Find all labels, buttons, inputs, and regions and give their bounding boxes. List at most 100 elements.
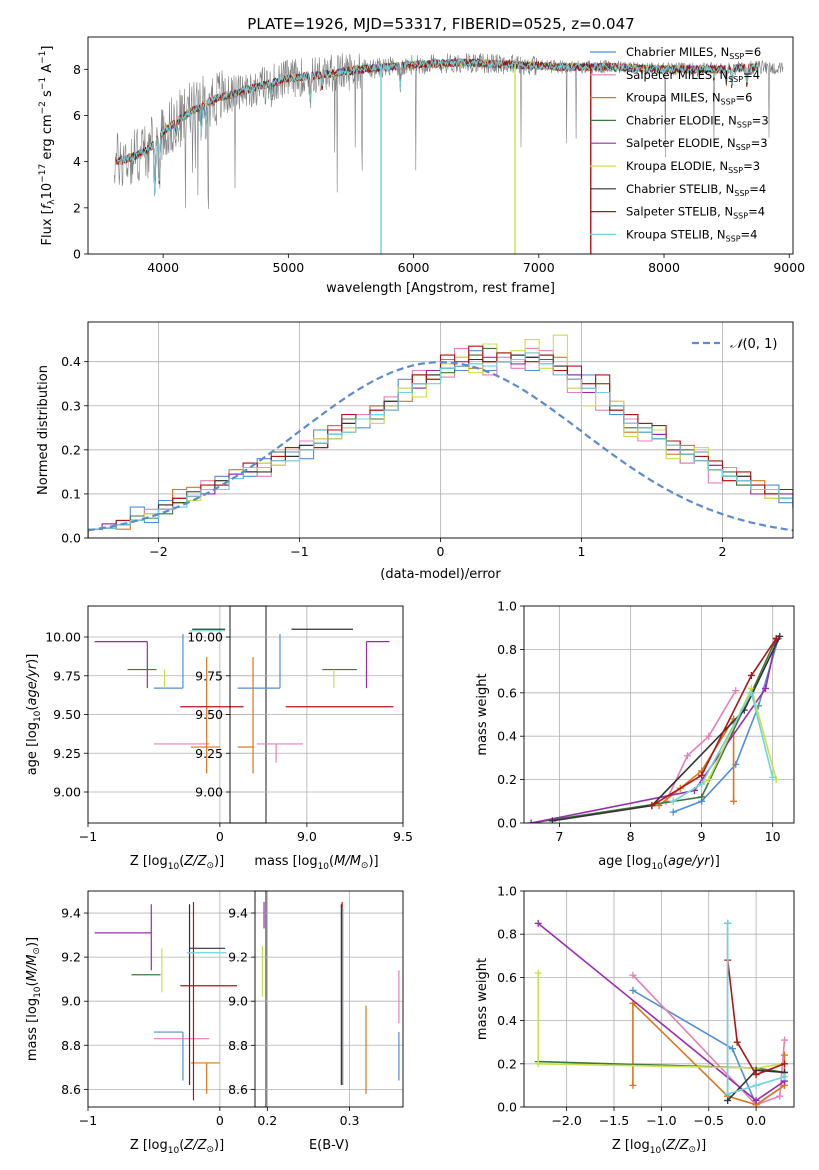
marker-kroupa_stelib — [747, 689, 755, 697]
x-tick-label: 9.0 — [297, 829, 317, 844]
y-tick-label: 8.6 — [61, 1082, 81, 1097]
y-axis-label: mass [log10(M/M⊙)] — [25, 937, 43, 1061]
weight_vs_Z-plot-area — [534, 919, 789, 1107]
x-tick-label: 8000 — [648, 260, 680, 275]
y-tick-label: 0.1 — [61, 486, 81, 501]
y-tick-label: 9.0 — [228, 994, 248, 1009]
y-axis-label: Normed distribution — [36, 365, 51, 495]
marker-kroupa_stelib — [769, 773, 777, 781]
x-tick-label: 7000 — [523, 260, 555, 275]
x-tick-label: 5000 — [272, 260, 304, 275]
residuals-legend: 𝒩(0, 1) — [692, 337, 777, 352]
y-tick-label: 1.0 — [497, 599, 517, 614]
y-tick-label: 1.0 — [497, 884, 517, 899]
marker-salpeter_stelib — [747, 671, 755, 679]
x-tick-label: 9.5 — [393, 829, 413, 844]
y-tick-label: 0.2 — [497, 772, 517, 787]
series-line-chabrier_elodie — [530, 638, 777, 823]
marker-salpeter_stelib — [781, 1060, 789, 1068]
histogram-kroupa_stelib — [88, 352, 793, 538]
x-tick-label: 0.2 — [257, 1113, 277, 1128]
y-tick-label: 0.3 — [61, 398, 81, 413]
x-tick-label: 9000 — [773, 260, 805, 275]
marker-salpeter_miles — [683, 752, 691, 760]
y-tick-label: 8 — [73, 62, 81, 77]
spectrum-axes: 4000 5000 6000 7000 8000 9000 0 2 4 6 8 — [73, 62, 805, 275]
y-tick-label: 9.25 — [195, 746, 223, 761]
marker-kroupa_elodie — [772, 776, 780, 784]
series-line-kroupa_elodie — [537, 973, 785, 1069]
y-tick-label: 9.00 — [53, 785, 81, 800]
y-tick-label: 0.8 — [497, 927, 517, 942]
x-tick-label: 2 — [719, 544, 727, 559]
y-tick-label: 9.50 — [195, 707, 223, 722]
marker-chabrier_miles — [629, 986, 637, 994]
y-tick-label: 2 — [73, 200, 81, 215]
marker-chabrier_elodie — [698, 793, 706, 801]
y-tick-label: 9.50 — [53, 707, 81, 722]
figure-title: PLATE=1926, MJD=53317, FIBERID=0525, z=0… — [247, 15, 634, 33]
y-tick-label: 0.6 — [497, 685, 517, 700]
y-tick-label: 0.4 — [61, 354, 81, 369]
y-tick-label: 0.8 — [497, 642, 517, 657]
y-tick-label: 0 — [73, 247, 81, 262]
y-tick-label: 0.0 — [497, 816, 517, 831]
marker-kroupa_miles — [730, 797, 738, 805]
mass_vs_Z-frame — [87, 890, 267, 1108]
marker-salpeter_miles — [629, 971, 637, 979]
marker-kroupa_stelib — [669, 797, 677, 805]
y-tick-label: 0.4 — [497, 729, 517, 744]
marker-salpeter_stelib — [772, 635, 780, 643]
marker-kroupa_elodie — [705, 776, 713, 784]
series-line-kroupa_stelib — [672, 690, 774, 802]
y-tick-label: 10.00 — [45, 630, 81, 645]
weight_vs_age-frame — [523, 605, 795, 824]
legend-label-salpeter_miles: Salpeter MILES, NSSP=4 — [626, 68, 760, 84]
x-tick-label: −0.5 — [694, 1113, 724, 1128]
marker-salpeter_miles — [732, 687, 740, 695]
age_vs_mass-frame — [229, 605, 404, 824]
legend-label-chabrier_stelib: Chabrier STELIB, NSSP=4 — [626, 182, 766, 198]
series-line-salpeter_elodie — [530, 638, 777, 823]
y-tick-label: 9.0 — [61, 994, 81, 1009]
y-tick-label: 9.75 — [195, 668, 223, 683]
x-axis-label: (data-model)/error — [380, 567, 501, 582]
y-tick-label: 0.2 — [497, 1056, 517, 1071]
y-tick-label: 9.2 — [61, 950, 81, 965]
y-tick-label: 9.00 — [195, 785, 223, 800]
x-tick-label: 4000 — [147, 260, 179, 275]
marker-salpeter_stelib — [733, 1038, 741, 1046]
x-axis-label: age [log10(age/yr)] — [598, 854, 720, 872]
marker-kroupa_stelib — [781, 1073, 789, 1081]
x-axis-label: mass [log10(M/M⊙)] — [254, 854, 378, 872]
marker-kroupa_miles — [629, 1081, 637, 1089]
marker-salpeter_elodie — [534, 919, 542, 927]
marker-salpeter_elodie — [527, 819, 535, 823]
marker-salpeter_miles — [781, 1036, 789, 1044]
y-tick-label: 0.0 — [497, 1100, 517, 1115]
marker-salpeter_miles — [776, 1092, 784, 1100]
y-tick-label: 9.25 — [53, 746, 81, 761]
x-tick-label: 8 — [627, 829, 635, 844]
series-line-chabrier_stelib — [552, 636, 781, 822]
legend-label-kroupa_miles: Kroupa MILES, NSSP=6 — [626, 91, 752, 107]
x-tick-label: −2 — [149, 544, 167, 559]
y-tick-label: 0.0 — [61, 531, 81, 546]
x-tick-label: −1.5 — [599, 1113, 629, 1128]
marker-salpeter_stelib — [648, 802, 656, 810]
legend-label-kroupa_elodie: Kroupa ELODIE, NSSP=3 — [626, 159, 760, 175]
legend-label-chabrier_elodie: Chabrier ELODIE, NSSP=3 — [626, 113, 769, 129]
marker-kroupa_elodie — [534, 969, 542, 977]
x-tick-label: 10 — [765, 829, 781, 844]
marker-salpeter_miles — [705, 732, 713, 740]
weight_vs_age-plot-area — [527, 632, 784, 823]
marker-chabrier_stelib — [548, 817, 556, 823]
y-tick-label: 6 — [73, 108, 81, 123]
y-tick-label: 0.4 — [497, 1013, 517, 1028]
marker-kroupa_stelib — [724, 919, 732, 927]
y-tick-label: 0.6 — [497, 970, 517, 985]
age_vs_Z-axes: −1 0 9.00 9.25 9.50 9.75 10.00 — [45, 606, 266, 844]
y-tick-label: 8.6 — [228, 1082, 248, 1097]
series-line-salpeter_miles — [665, 690, 737, 802]
series-line-salpeter_miles — [632, 974, 786, 1106]
